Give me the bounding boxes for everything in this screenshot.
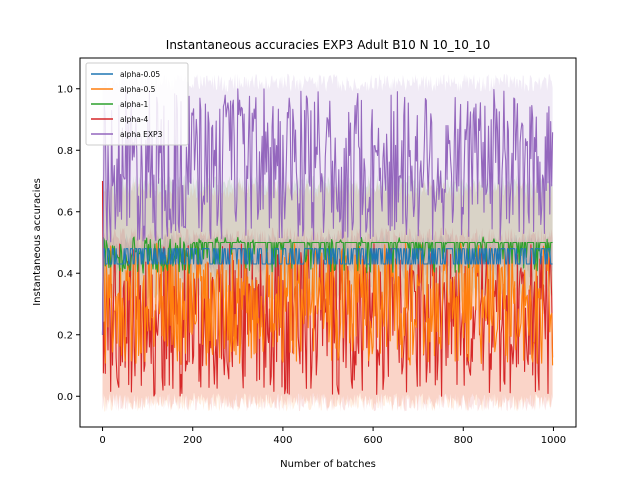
x-tick-label: 400 <box>273 435 292 446</box>
y-tick-label: 1.0 <box>57 84 73 95</box>
legend-box <box>85 62 189 146</box>
legend-label: alpha-4 <box>120 115 148 124</box>
x-tick-label: 600 <box>364 435 383 446</box>
x-tick-label: 1000 <box>541 435 566 446</box>
x-axis: 0 200 400 600 800 1000 <box>99 427 566 446</box>
series-line-alpha-0_05 <box>101 248 553 335</box>
x-tick-label: 0 <box>99 435 105 446</box>
y-tick-label: 0.6 <box>57 207 73 218</box>
series-line-alpha-1 <box>101 236 553 335</box>
legend-label: alpha-0.05 <box>120 70 160 79</box>
band-alpha-EXP3 <box>102 73 553 274</box>
y-tick-label: 0.0 <box>57 392 73 403</box>
legend-label: alpha EXP3 <box>120 130 163 139</box>
legend: alpha-0.05 alpha-0.5 alpha-1 alpha-4 alpha E… <box>85 62 189 146</box>
y-tick-label: 0.4 <box>57 269 73 280</box>
chart-title: Instantaneous accuracies EXP3 Adult B10 … <box>166 38 490 52</box>
legend-label: alpha-0.5 <box>120 85 156 94</box>
plot-area <box>101 73 554 412</box>
y-axis: 0.0 0.2 0.4 0.6 0.8 1.0 <box>57 84 80 403</box>
y-tick-label: 0.8 <box>57 146 73 157</box>
y-tick-label: 0.2 <box>57 330 73 341</box>
legend-label: alpha-1 <box>120 100 148 109</box>
series-line-alpha-0_5 <box>101 242 554 366</box>
x-tick-label: 200 <box>183 435 202 446</box>
y-axis-label: Instantaneous accuracies <box>32 178 43 306</box>
x-axis-label: Number of batches <box>280 459 376 470</box>
x-tick-label: 800 <box>454 435 473 446</box>
axes-frame <box>79 57 577 428</box>
